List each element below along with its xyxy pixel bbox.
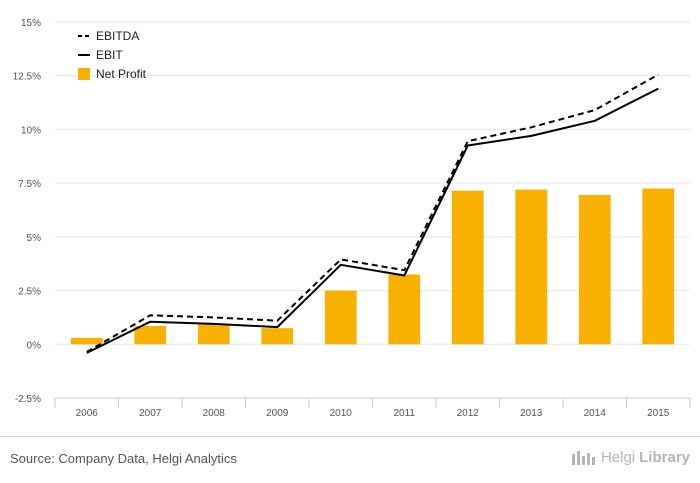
y-tick-label: 10%	[21, 125, 41, 136]
x-tick-label: 2007	[139, 408, 162, 419]
brand-logo: Helgi Library	[571, 449, 690, 466]
source-note: Source: Company Data, Helgi Analytics	[10, 451, 237, 466]
bar-net-profit	[388, 274, 421, 345]
bar-net-profit	[324, 290, 357, 345]
bar-net-profit	[451, 190, 484, 345]
bar-net-profit	[515, 189, 548, 345]
y-tick-label: 2.5%	[18, 287, 41, 298]
bar-net-profit	[261, 328, 294, 345]
legend-symbol	[78, 68, 90, 80]
brand-name-bold: Library	[639, 449, 690, 466]
brand-name-light: Helgi	[600, 449, 636, 466]
chart-canvas: -2.5% 0% 2.5% 5% 7.5% 10% 12.5% 15% 2006 2007 2008…	[13, 18, 691, 419]
x-tick-label: 2010	[330, 408, 353, 419]
footer-divider	[0, 436, 700, 437]
legend-label: Net Profit	[96, 67, 147, 81]
bar-net-profit	[134, 326, 167, 345]
library-icon	[571, 450, 595, 465]
x-tick-label: 2006	[76, 408, 99, 419]
bar-net-profit	[197, 323, 230, 345]
x-tick-label: 2009	[266, 408, 289, 419]
legend-label: EBITDA	[96, 29, 139, 43]
bar-net-profit	[578, 194, 611, 345]
x-tick-label: 2008	[203, 408, 226, 419]
x-tick-label: 2011	[393, 408, 415, 419]
line-ebitda	[86, 73, 659, 353]
line-ebit	[86, 87, 659, 354]
legend-label: EBIT	[96, 48, 123, 62]
y-tick-label: 7.5%	[18, 179, 41, 190]
y-tick-label: 5%	[27, 233, 42, 244]
bar-net-profit	[642, 188, 675, 345]
x-tick-label: 2015	[647, 408, 670, 419]
bar-net-profit	[70, 337, 103, 345]
y-tick-label: -2.5%	[15, 394, 41, 405]
x-tick-label: 2014	[584, 408, 607, 419]
y-tick-label: 0%	[27, 340, 42, 351]
x-tick-label: 2013	[520, 408, 543, 419]
x-tick-label: 2012	[457, 408, 480, 419]
y-tick-label: 15%	[21, 18, 41, 29]
y-tick-label: 12.5%	[13, 72, 41, 83]
